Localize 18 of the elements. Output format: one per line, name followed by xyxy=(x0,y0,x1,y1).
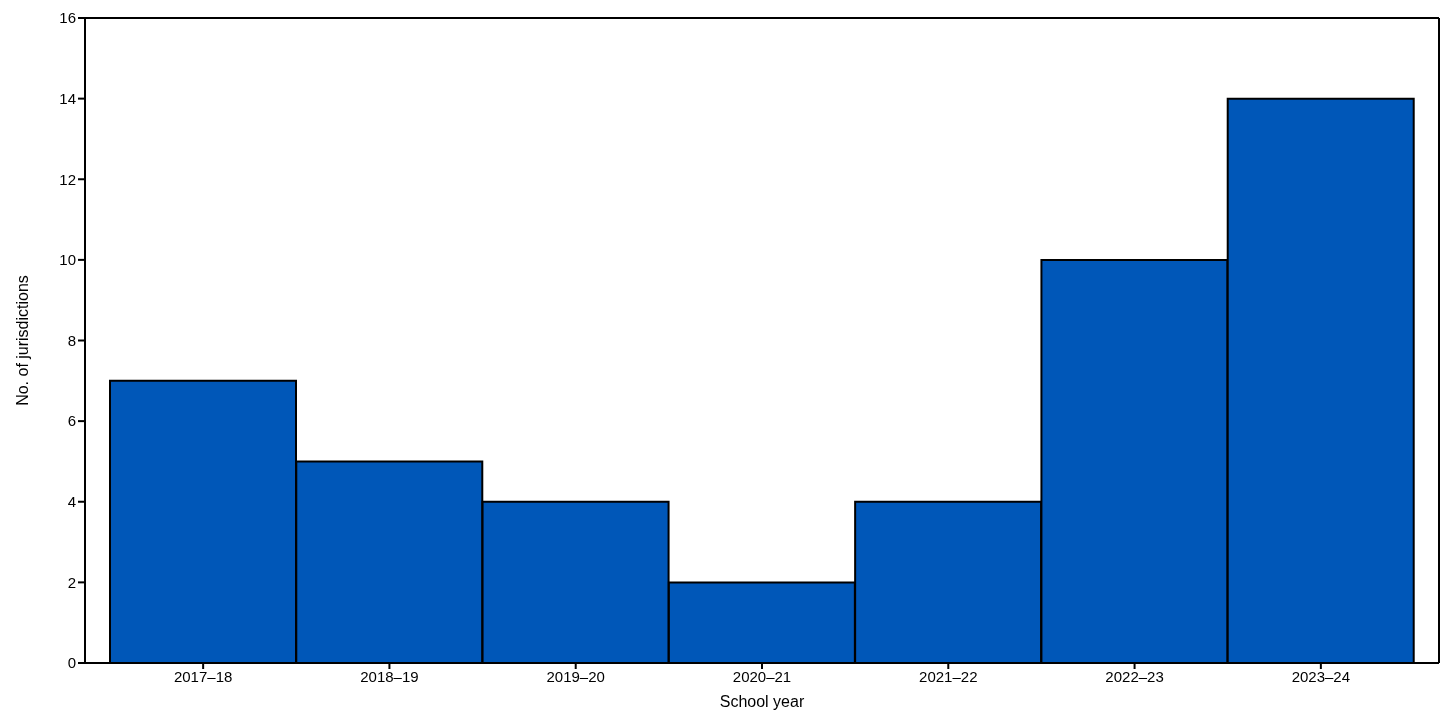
x-tick-label: 2020–21 xyxy=(732,667,792,685)
y-axis-title: No. of jurisdictions xyxy=(13,275,31,406)
y-tick-label: 6 xyxy=(67,412,76,430)
x-tick-label: 2017–18 xyxy=(173,667,233,685)
x-axis-title: School year xyxy=(719,693,805,710)
x-tick-label: 2021–22 xyxy=(919,667,978,685)
y-tick-label: 4 xyxy=(67,493,76,511)
y-tick-label: 16 xyxy=(59,9,76,27)
y-tick-label: 2 xyxy=(67,573,76,591)
y-tick-label: 0 xyxy=(67,654,76,672)
y-tick-label: 10 xyxy=(59,251,76,269)
x-tick-label: 2022–23 xyxy=(1105,667,1164,685)
x-tick-label: 2019–20 xyxy=(546,667,605,685)
x-tick-label: 2018–19 xyxy=(360,667,419,685)
y-tick-label: 14 xyxy=(59,89,76,107)
x-tick-label: 2023–24 xyxy=(1291,667,1351,685)
y-tick-label: 12 xyxy=(59,170,76,188)
y-tick-label: 8 xyxy=(67,331,76,349)
